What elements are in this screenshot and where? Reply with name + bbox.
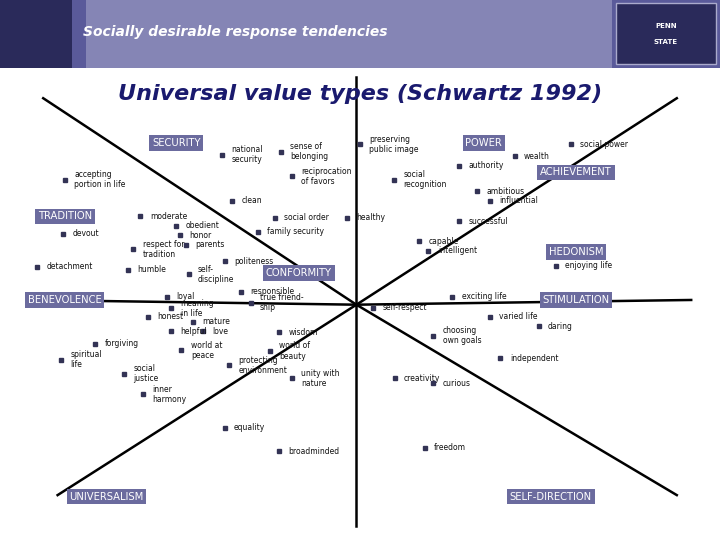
Text: SELF-DIRECTION: SELF-DIRECTION — [510, 491, 592, 502]
Text: HEDONISM: HEDONISM — [549, 247, 603, 257]
Text: forgiving: forgiving — [104, 340, 138, 348]
Bar — [0, 0, 72, 68]
Text: wealth: wealth — [524, 152, 550, 161]
Text: sense of
belonging: sense of belonging — [290, 142, 328, 161]
Text: social power: social power — [580, 139, 629, 148]
Text: world at
peace: world at peace — [191, 341, 222, 360]
Text: parents: parents — [195, 240, 225, 249]
Text: successful: successful — [469, 217, 508, 226]
Text: devout: devout — [73, 230, 99, 238]
Text: PENN: PENN — [655, 23, 677, 29]
Text: accepting
portion in life: accepting portion in life — [74, 171, 125, 190]
Bar — [616, 3, 716, 64]
Text: TRADITION: TRADITION — [37, 211, 92, 221]
Text: social order: social order — [284, 213, 329, 222]
Text: social
justice: social justice — [133, 364, 158, 383]
Text: responsible: responsible — [251, 287, 294, 296]
Text: BENEVOLENCE: BENEVOLENCE — [28, 295, 102, 305]
Text: daring: daring — [548, 322, 573, 331]
Text: love: love — [212, 327, 228, 336]
Text: SECURITY: SECURITY — [152, 138, 201, 148]
Text: moderate: moderate — [150, 212, 187, 221]
Text: protecting
environment: protecting environment — [238, 356, 287, 375]
Text: freedom: freedom — [434, 443, 466, 453]
Text: mature: mature — [202, 317, 230, 326]
Text: self-respect: self-respect — [382, 303, 427, 312]
Text: independent: independent — [510, 354, 558, 362]
Text: true friend-
ship: true friend- ship — [260, 293, 304, 312]
Text: meaning
in life: meaning in life — [181, 299, 215, 318]
Text: choosing
own goals: choosing own goals — [443, 326, 482, 346]
Text: inner
harmony: inner harmony — [152, 385, 186, 404]
Text: reciprocation
of favors: reciprocation of favors — [301, 167, 351, 186]
Text: family security: family security — [267, 227, 324, 237]
Text: varied life: varied life — [499, 313, 537, 321]
Text: STIMULATION: STIMULATION — [542, 295, 610, 305]
Text: world of
beauty: world of beauty — [279, 341, 310, 361]
Text: broadminded: broadminded — [289, 447, 340, 456]
Text: honest: honest — [157, 313, 183, 321]
Text: STATE: STATE — [654, 39, 678, 45]
Text: exciting life: exciting life — [462, 292, 506, 301]
Text: politeness: politeness — [234, 256, 274, 266]
Text: equality: equality — [234, 423, 265, 432]
FancyBboxPatch shape — [0, 0, 720, 68]
Text: unity with
nature: unity with nature — [301, 369, 339, 388]
Text: intelligent: intelligent — [438, 246, 477, 255]
Text: humble: humble — [138, 265, 166, 274]
Text: authority: authority — [469, 161, 504, 170]
Text: honor: honor — [189, 231, 212, 240]
Text: healthy: healthy — [356, 213, 385, 222]
Text: loyal: loyal — [176, 292, 195, 301]
Text: obedient: obedient — [186, 221, 220, 230]
Text: preserving
public image: preserving public image — [369, 134, 419, 153]
Text: capable: capable — [428, 237, 459, 246]
Text: national
security: national security — [231, 145, 263, 165]
Text: ambitious: ambitious — [486, 187, 524, 196]
Text: Socially desirable response tendencies: Socially desirable response tendencies — [83, 25, 387, 39]
Bar — [86, 0, 612, 68]
Text: spiritual
life: spiritual life — [71, 350, 102, 369]
Text: social
recognition: social recognition — [403, 171, 446, 190]
Text: helpful: helpful — [181, 327, 207, 336]
Text: respect for
tradition: respect for tradition — [143, 240, 184, 259]
Text: creativity: creativity — [404, 374, 441, 383]
Text: influential: influential — [499, 196, 538, 205]
Text: wisdom: wisdom — [289, 328, 318, 336]
Text: clean: clean — [241, 196, 262, 205]
Text: enjoying life: enjoying life — [565, 261, 612, 271]
Text: ACHIEVEMENT: ACHIEVEMENT — [540, 167, 612, 178]
Text: self-
discipline: self- discipline — [198, 265, 235, 284]
Text: CONFORMITY: CONFORMITY — [266, 268, 332, 278]
Text: Universal value types (Schwartz 1992): Universal value types (Schwartz 1992) — [118, 84, 602, 104]
Text: pleasure: pleasure — [572, 245, 606, 254]
Text: curious: curious — [443, 379, 471, 388]
Text: UNIVERSALISM: UNIVERSALISM — [69, 491, 144, 502]
Text: detachment: detachment — [47, 262, 93, 272]
Text: POWER: POWER — [465, 138, 503, 148]
